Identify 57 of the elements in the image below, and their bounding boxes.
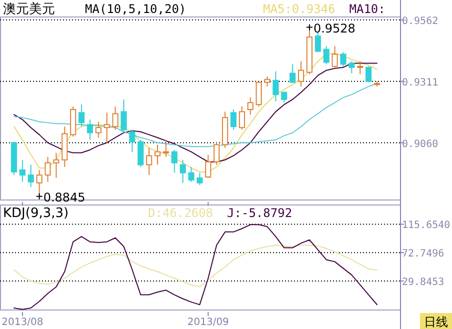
y-tick-label: 115.6540 (402, 220, 450, 232)
candlestick (196, 172, 203, 186)
candlestick (180, 159, 186, 184)
chart-title: KDJ(9,3,3) (3, 206, 69, 221)
candlestick (19, 159, 26, 182)
candlestick (44, 156, 51, 182)
candlestick (112, 106, 118, 130)
candlestick (78, 104, 85, 128)
candlestick (366, 66, 372, 83)
y-tick-label: 0.9060 (402, 138, 438, 150)
candlestick (314, 32, 321, 53)
candlestick (154, 144, 161, 166)
y-tick-label: 72.7496 (402, 248, 444, 260)
candlestick (95, 121, 102, 138)
chart-subtitle: MA(10,5,10,20) (85, 2, 186, 16)
candlestick (120, 98, 127, 134)
candlestick (230, 108, 237, 130)
candlestick (138, 139, 144, 168)
candlestick (104, 112, 110, 144)
candlestick (86, 119, 94, 140)
text: 日线 (424, 315, 448, 329)
candlestick (162, 139, 169, 158)
candlestick (348, 60, 355, 74)
candlestick (53, 152, 60, 178)
candlestick (146, 147, 152, 176)
candlestick (298, 60, 304, 87)
y-tick-label: 0.9562 (402, 16, 438, 27)
candlestick (171, 149, 178, 174)
y-tick-label: 0.9311 (402, 77, 438, 88)
annotation: J:-5.8792 (227, 206, 292, 220)
line-series (14, 224, 378, 310)
candlestick (188, 166, 194, 182)
x-tick-label: 2013/08 (2, 317, 44, 328)
line-series (14, 244, 378, 288)
candlestick (247, 96, 254, 116)
candlestick (264, 76, 270, 87)
candlestick (238, 106, 245, 130)
candlestick (256, 80, 262, 108)
chart-title: 澳元美元 (3, 1, 55, 17)
candlestick (129, 129, 136, 152)
candlestick (290, 64, 296, 83)
annotation: 0.9528 (313, 21, 356, 36)
candlestick (28, 164, 34, 188)
y-tick-label: 29.8453 (402, 276, 444, 288)
text: MA5:0.9346 (263, 2, 336, 16)
candlestick (281, 90, 288, 104)
candlestick (340, 52, 346, 67)
annotation: D:46.2608 (148, 206, 214, 220)
candlestick (214, 141, 220, 166)
annotation: 0.8845 (43, 190, 86, 204)
candlestick (272, 70, 279, 102)
candlestick (332, 46, 338, 68)
candlestick (205, 154, 212, 178)
text: MA10: (349, 2, 386, 16)
x-tick-label: 2013/09 (187, 317, 229, 328)
candlestick (323, 46, 330, 65)
candlestick (357, 60, 364, 75)
